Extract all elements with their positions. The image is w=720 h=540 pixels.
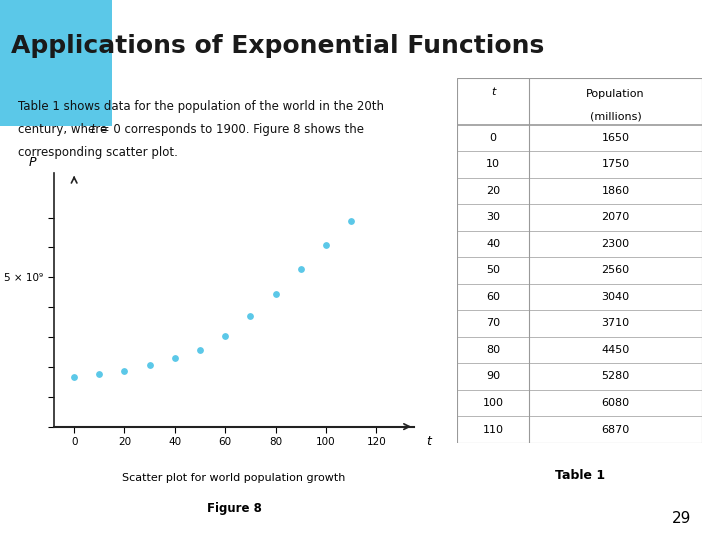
Text: t: t	[426, 435, 431, 448]
Text: 2070: 2070	[601, 212, 630, 222]
Text: t: t	[491, 87, 495, 97]
Text: corresponding scatter plot.: corresponding scatter plot.	[18, 146, 178, 159]
Text: 4450: 4450	[601, 345, 630, 355]
Text: (millions): (millions)	[590, 111, 642, 121]
Text: 10: 10	[486, 159, 500, 170]
Text: 6080: 6080	[601, 398, 630, 408]
Text: 2560: 2560	[601, 266, 630, 275]
Point	[346, 217, 357, 226]
Text: 30: 30	[486, 212, 500, 222]
Text: 29: 29	[672, 511, 691, 526]
Text: 2300: 2300	[601, 239, 630, 249]
Text: = 0 corresponds to 1900. Figure 8 shows the: = 0 corresponds to 1900. Figure 8 shows …	[96, 123, 364, 136]
Point	[94, 370, 105, 379]
Text: 80: 80	[486, 345, 500, 355]
Text: 1860: 1860	[601, 186, 630, 196]
Text: 1650: 1650	[602, 133, 629, 143]
Text: 6870: 6870	[601, 424, 630, 435]
Text: 70: 70	[486, 319, 500, 328]
Text: Table 1: Table 1	[554, 469, 605, 482]
Text: 50: 50	[486, 266, 500, 275]
Text: 20: 20	[486, 186, 500, 196]
Point	[119, 367, 130, 375]
Text: 110: 110	[482, 424, 504, 435]
Text: t: t	[91, 123, 95, 136]
Text: 100: 100	[482, 398, 504, 408]
Text: 90: 90	[486, 372, 500, 381]
Point	[169, 354, 181, 362]
Point	[144, 361, 156, 369]
Point	[295, 265, 307, 273]
Text: 3710: 3710	[601, 319, 630, 328]
Point	[245, 312, 256, 320]
Text: 1750: 1750	[601, 159, 630, 170]
Text: Table 1 shows data for the population of the world in the 20th: Table 1 shows data for the population of…	[18, 100, 384, 113]
Point	[68, 373, 80, 382]
Text: Figure 8: Figure 8	[207, 502, 261, 515]
Text: 5280: 5280	[601, 372, 630, 381]
Point	[220, 332, 231, 340]
Text: P: P	[29, 156, 36, 169]
Point	[194, 346, 206, 354]
Text: 60: 60	[486, 292, 500, 302]
Point	[320, 241, 332, 249]
Text: Scatter plot for world population growth: Scatter plot for world population growth	[122, 473, 346, 483]
Text: 40: 40	[486, 239, 500, 249]
Text: century, where: century, where	[18, 123, 111, 136]
Text: 3040: 3040	[601, 292, 630, 302]
Text: Population: Population	[586, 89, 645, 99]
Bar	[0, 0, 112, 125]
Text: 0: 0	[490, 133, 497, 143]
Point	[270, 289, 282, 298]
Text: Applications of Exponential Functions: Applications of Exponential Functions	[11, 34, 544, 58]
